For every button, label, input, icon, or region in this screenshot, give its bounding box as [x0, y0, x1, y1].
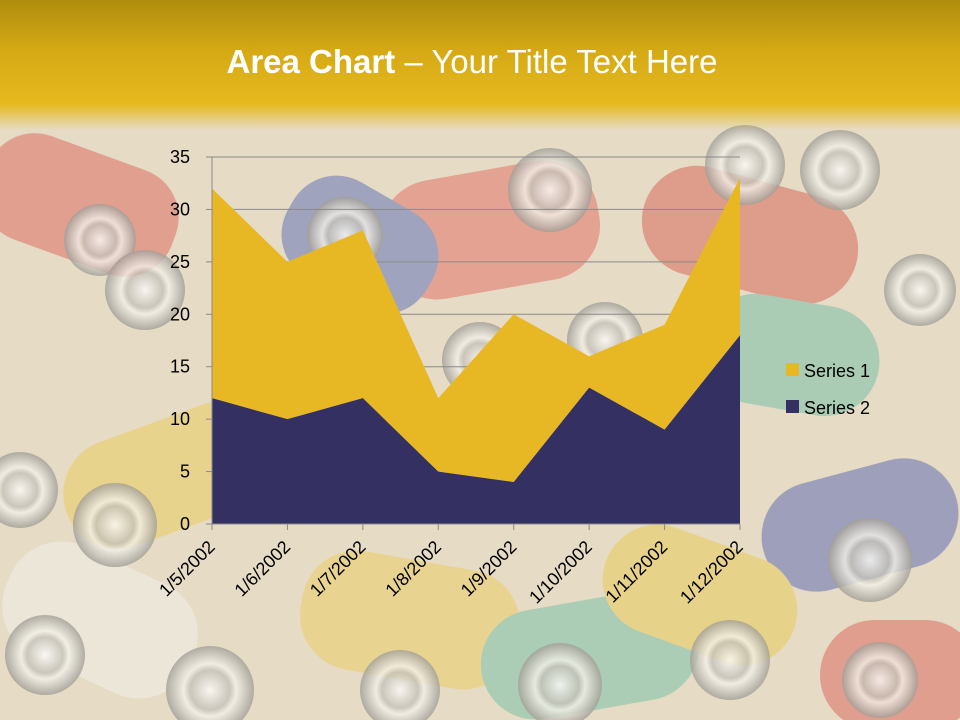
x-tick-label: 1/10/2002 — [525, 537, 596, 608]
plot-areas — [212, 177, 740, 524]
y-tick-label: 10 — [170, 409, 190, 429]
y-tick-label: 5 — [180, 462, 190, 482]
x-tick-label: 1/5/2002 — [155, 537, 219, 601]
legend-swatch — [786, 400, 799, 413]
slide-title-bold: Area Chart — [226, 43, 396, 80]
y-axis-ticks: 0 5 10 15 20 25 30 35 — [170, 147, 212, 534]
x-tick-label: 1/9/2002 — [457, 537, 521, 601]
x-tick-label: 1/8/2002 — [381, 537, 445, 601]
x-tick-label: 1/7/2002 — [306, 537, 370, 601]
legend: Series 1 Series 2 — [786, 361, 870, 418]
axes — [211, 157, 740, 525]
slide-title-rest: – Your Title Text Here — [395, 43, 718, 80]
x-tick-label: 1/11/2002 — [602, 537, 672, 607]
y-tick-label: 30 — [170, 199, 190, 219]
y-tick-label: 35 — [170, 147, 190, 167]
legend-swatch — [786, 363, 799, 376]
slide-title: Area Chart – Your Title Text Here — [0, 40, 944, 84]
x-tick-label: 1/6/2002 — [231, 537, 295, 601]
series-2-area — [212, 335, 740, 524]
y-tick-label: 0 — [180, 514, 190, 534]
x-axis-ticks: 1/5/2002 1/6/2002 1/7/2002 1/8/2002 1/9/2002… — [155, 524, 747, 607]
y-tick-label: 20 — [170, 304, 190, 324]
legend-label: Series 1 — [804, 361, 870, 381]
series-1-area — [212, 177, 740, 483]
title-band — [0, 0, 960, 130]
x-tick-label: 1/12/2002 — [676, 537, 747, 608]
y-tick-label: 15 — [170, 357, 190, 377]
y-tick-label: 25 — [170, 252, 190, 272]
legend-label: Series 2 — [804, 398, 870, 418]
